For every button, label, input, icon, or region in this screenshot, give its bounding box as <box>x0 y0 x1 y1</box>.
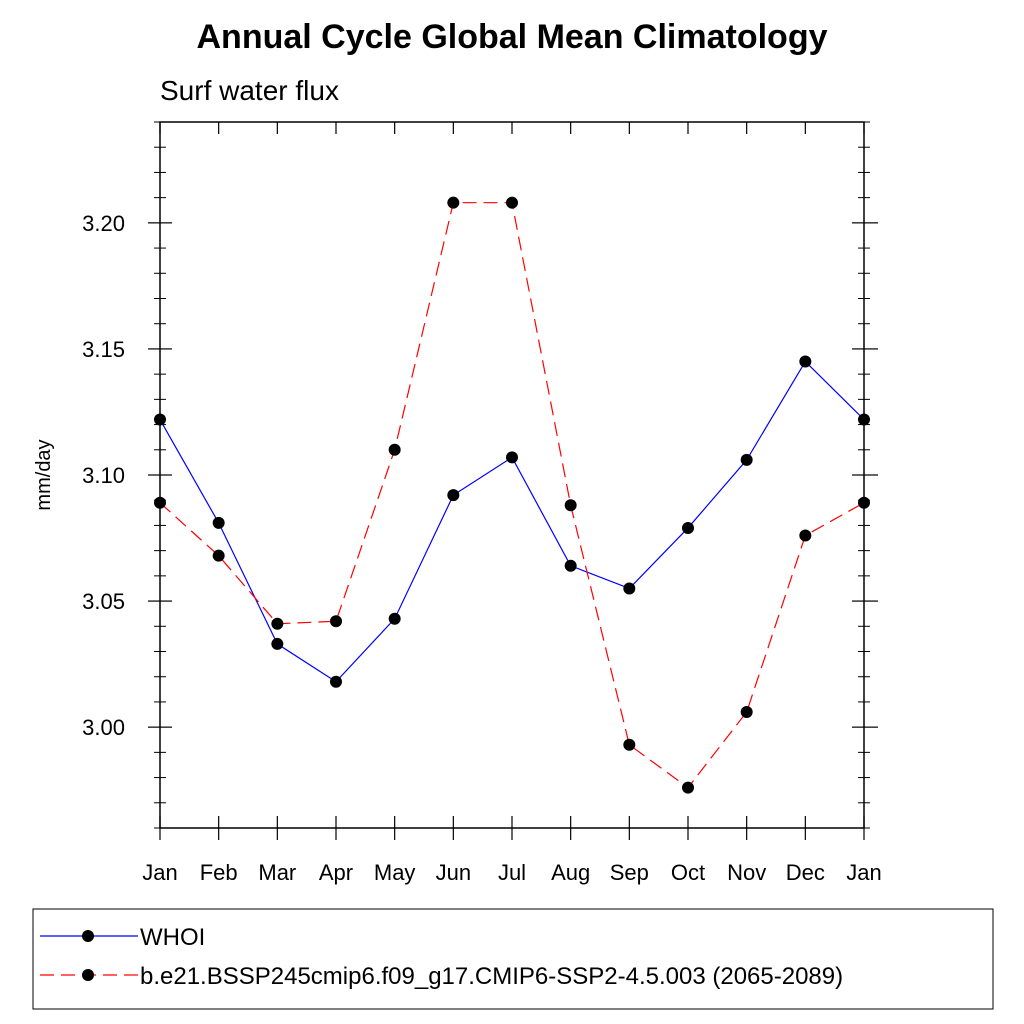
y-tick-label: 3.10 <box>82 463 125 488</box>
legend-label-0: WHOI <box>140 924 205 951</box>
data-point-0 <box>564 559 577 572</box>
data-point-0 <box>271 637 284 650</box>
data-point-1 <box>271 617 284 630</box>
data-point-0 <box>154 413 166 426</box>
data-point-1 <box>388 443 401 456</box>
x-tick-label: Mar <box>258 860 296 885</box>
y-tick-label: 3.15 <box>82 337 125 362</box>
x-tick-label: May <box>374 860 416 885</box>
x-tick-label: Jun <box>436 860 471 885</box>
data-point-0 <box>506 451 518 464</box>
data-point-1 <box>623 738 636 751</box>
data-point-1 <box>330 615 342 628</box>
y-tick-labels: 3.00 3.05 3.10 3.15 3.20 <box>82 211 125 740</box>
x-tick-label: Oct <box>671 860 705 885</box>
data-point-1 <box>682 781 694 794</box>
data-point-0 <box>447 489 460 502</box>
x-tick-labels: Jan Feb Mar Apr May Jun Jul Aug Sep Oct Nov Dec Jan <box>142 860 881 885</box>
data-point-1 <box>154 496 166 509</box>
data-point-0 <box>212 516 225 529</box>
legend-box <box>32 908 994 1010</box>
x-tick-label: Apr <box>319 860 353 885</box>
data-point-1 <box>212 549 225 562</box>
series-line-1 <box>159 202 865 789</box>
data-point-1 <box>740 706 753 719</box>
data-point-0 <box>799 355 812 368</box>
x-tick-label: Jul <box>498 860 526 885</box>
data-point-0 <box>330 675 342 688</box>
x-tick-label: Jan <box>846 860 881 885</box>
x-tick-label: Aug <box>551 860 590 885</box>
axis-ticks <box>148 121 878 840</box>
y-tick-label: 3.00 <box>82 715 125 740</box>
data-point-1 <box>858 496 870 509</box>
data-point-1 <box>799 529 812 542</box>
data-point-0 <box>682 521 694 534</box>
plot-frame <box>159 121 865 829</box>
y-tick-label: 3.05 <box>82 589 125 614</box>
chart-subtitle: Surf water flux <box>160 75 339 106</box>
data-point-0 <box>858 413 870 426</box>
series-layer <box>154 196 870 794</box>
x-tick-label: Jan <box>142 860 177 885</box>
data-point-1 <box>447 196 460 209</box>
x-tick-label: Feb <box>200 860 238 885</box>
y-axis-label: mm/day <box>33 439 55 510</box>
y-tick-label: 3.20 <box>82 211 125 236</box>
x-tick-label: Sep <box>610 860 649 885</box>
legend-marker-0 <box>82 930 94 942</box>
series-line-0 <box>159 360 865 683</box>
x-tick-label: Dec <box>786 860 825 885</box>
data-point-1 <box>506 196 518 209</box>
data-point-0 <box>388 612 401 625</box>
data-point-0 <box>623 582 636 595</box>
data-point-1 <box>564 499 577 512</box>
chart-title: Annual Cycle Global Mean Climatology <box>197 18 828 56</box>
legend-label-1: b.e21.BSSP245cmip6.f09_g17.CMIP6-SSP2-4.… <box>140 963 843 990</box>
data-point-0 <box>740 453 753 466</box>
legend: WHOI b.e21.BSSP245cmip6.f09_g17.CMIP6-SSP… <box>40 924 843 990</box>
x-tick-label: Nov <box>727 860 766 885</box>
legend-marker-1 <box>82 969 94 981</box>
